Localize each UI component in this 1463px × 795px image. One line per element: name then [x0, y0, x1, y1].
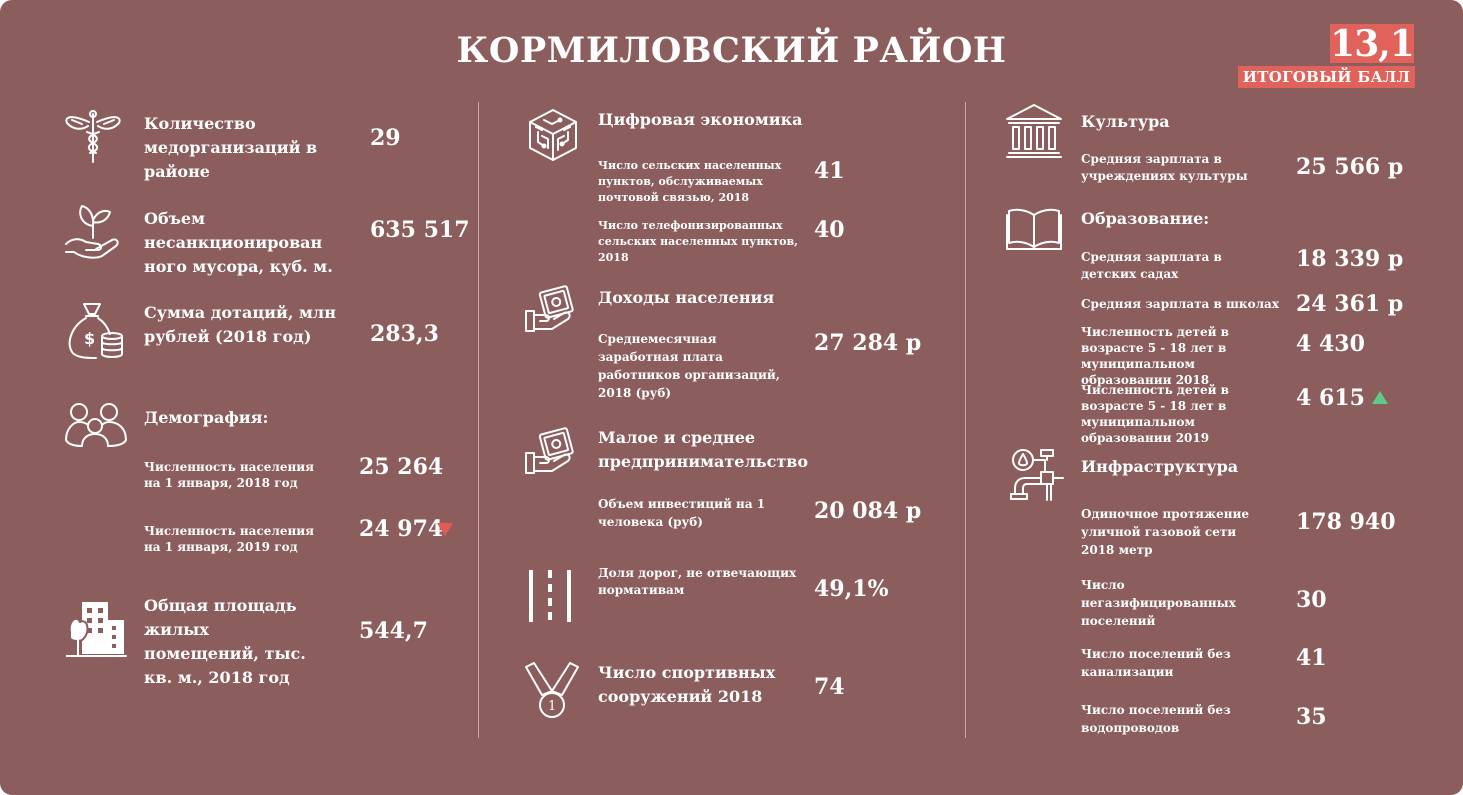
non-gasified-label: Число негазифицированных поселений — [1081, 578, 1236, 628]
culture-salary-label: Средняя зарплата в учреждениях культуры — [1081, 152, 1248, 183]
population-2018-value: 25 264 — [359, 454, 444, 480]
gas-network-value: 178 940 — [1296, 509, 1396, 535]
kids-2019-value: 4 615 — [1296, 385, 1365, 411]
housing-label: Общая площадь жилых помещений, тыс. кв. … — [144, 596, 306, 687]
road-icon — [526, 568, 574, 624]
buildings-tree-icon — [66, 598, 128, 658]
digital-economy-title: Цифровая экономика — [598, 110, 803, 129]
hand-money-icon — [524, 285, 576, 335]
housing-value: 544,7 — [359, 618, 428, 644]
hand-sprout-icon — [62, 200, 124, 260]
museum-columns-icon — [1005, 103, 1063, 159]
income-title: Доходы населения — [598, 288, 775, 307]
medicine-caduceus-icon — [62, 108, 124, 166]
postal-settlements-label: Число сельских населенных пунктов, обслу… — [598, 159, 782, 204]
med-orgs-value: 29 — [370, 125, 401, 151]
trend-down-icon — [437, 523, 453, 536]
money-bag-icon: $ — [66, 302, 126, 360]
culture-salary-value: 25 566 р — [1296, 154, 1404, 180]
hand-money-icon — [524, 427, 576, 477]
kindergarten-salary-label: Средняя зарплата в детских садах — [1081, 250, 1222, 281]
infrastructure-title: Инфраструктура — [1081, 457, 1239, 476]
svg-text:$: $ — [84, 329, 95, 348]
demography-title: Демография: — [144, 408, 269, 427]
avg-salary-value: 27 284 р — [814, 330, 922, 356]
kids-2018-label: Численность детей в возрасте 5 - 18 лет … — [1081, 325, 1230, 387]
phone-settlements-label: Число телефонизированных сельских населе… — [598, 219, 798, 264]
kids-2018-value: 4 430 — [1296, 331, 1365, 357]
population-2019-value: 24 974 — [359, 516, 444, 542]
gas-network-label: Одиночное протяжение уличной газовой сет… — [1081, 507, 1250, 557]
column-divider-right — [965, 102, 966, 738]
population-2018-label: Численность населения на 1 января, 2018 … — [144, 460, 315, 490]
page-title: КОРМИЛОВСКИЙ РАЙОН — [456, 30, 1007, 71]
no-sewer-value: 41 — [1296, 645, 1327, 671]
school-salary-label: Средняя зарплата в школах — [1081, 297, 1279, 311]
postal-settlements-value: 41 — [814, 158, 845, 184]
population-2019-label: Численность населения на 1 января, 2019 … — [144, 524, 315, 554]
investment-label: Объем инвестиций на 1 человека (руб) — [598, 497, 766, 529]
total-score: 13,1 — [1330, 23, 1415, 65]
culture-title: Культура — [1081, 112, 1170, 131]
investment-value: 20 084 р — [814, 498, 922, 524]
total-score-label: ИТОГОВЫЙ БАЛЛ — [1238, 66, 1415, 88]
column-divider-left — [478, 102, 479, 738]
sports-label: Число спортивных сооружений 2018 — [598, 663, 776, 706]
no-water-label: Число поселений без водопроводов — [1081, 703, 1231, 735]
kids-2019-label: Численность детей в возрасте 5 - 18 лет … — [1081, 383, 1230, 445]
kindergarten-salary-value: 18 339 р — [1296, 246, 1404, 272]
open-book-icon — [1005, 207, 1063, 251]
trend-up-icon — [1372, 391, 1388, 404]
medal-icon: 1 — [524, 661, 580, 721]
roads-label: Доля дорог, не отвечающих нормативам — [598, 566, 797, 597]
med-orgs-label: Количество медорганизаций в районе — [144, 114, 318, 181]
pipes-faucet-icon — [1007, 446, 1065, 502]
sme-title: Малое и среднее предпринимательство — [598, 428, 809, 471]
medal-number: 1 — [548, 699, 556, 714]
garbage-value: 635 517 — [370, 217, 470, 243]
sports-value: 74 — [814, 674, 845, 700]
subsidies-label: Сумма дотаций, млн рублей (2018 год) — [144, 303, 336, 346]
no-water-value: 35 — [1296, 704, 1327, 730]
people-group-icon — [64, 400, 128, 448]
garbage-label: Объем несанкционирован ного мусора, куб.… — [144, 209, 333, 276]
roads-value: 49,1% — [814, 576, 889, 602]
digital-cube-icon — [524, 106, 582, 164]
subsidies-value: 283,3 — [370, 321, 439, 347]
phone-settlements-value: 40 — [814, 217, 845, 243]
avg-salary-label: Среднемесячная заработная плата работник… — [598, 332, 780, 400]
non-gasified-value: 30 — [1296, 587, 1327, 613]
school-salary-value: 24 361 р — [1296, 291, 1404, 317]
no-sewer-label: Число поселений без канализации — [1081, 647, 1231, 679]
education-title: Образование: — [1081, 209, 1210, 228]
